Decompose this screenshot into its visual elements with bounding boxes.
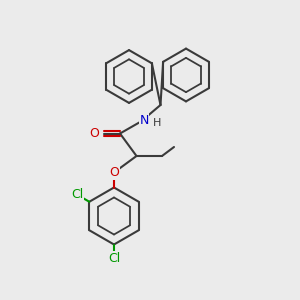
Text: Cl: Cl <box>108 251 120 265</box>
Text: O: O <box>109 166 119 179</box>
Text: Cl: Cl <box>71 188 84 202</box>
Text: N: N <box>139 113 149 127</box>
Text: H: H <box>152 118 161 128</box>
Text: O: O <box>89 127 99 140</box>
